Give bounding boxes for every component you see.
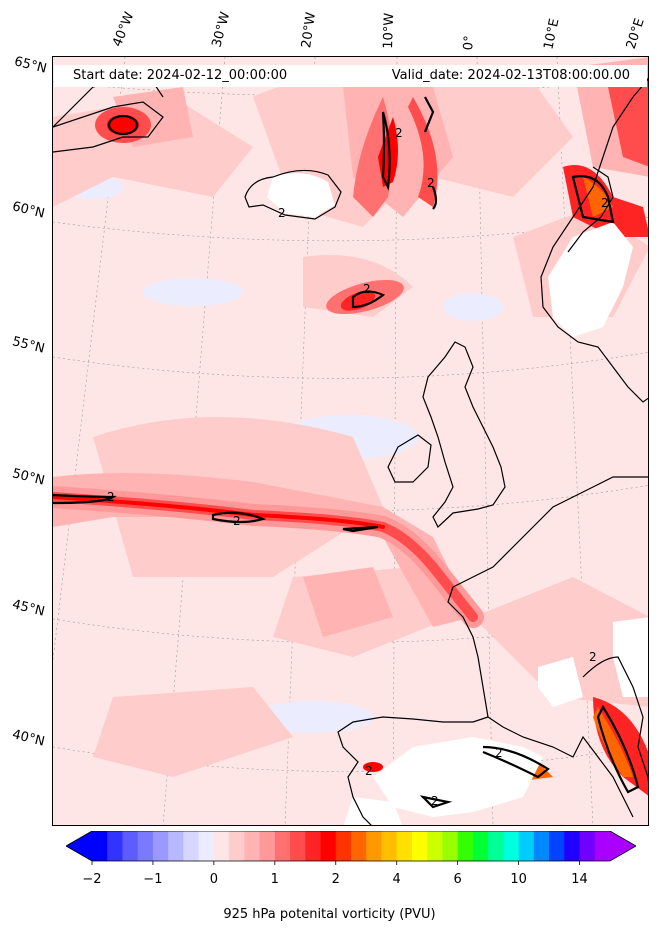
colorbar-swatch (351, 831, 367, 861)
map-panel: 2 2 2 2 2 2 2 2 2 2 2 Start date: 2024-0… (52, 56, 649, 826)
colorbar-swatch (579, 831, 596, 861)
colorbar-swatch (259, 831, 276, 861)
colorbar-tick-label: 1 (270, 872, 279, 887)
colorbar-label: 925 hPa potenital vorticity (PVU) (223, 907, 436, 922)
colorbar-swatch (137, 831, 154, 861)
lon-label-30w: 30°W (209, 10, 234, 49)
lat-label-55n: 55°N (10, 334, 47, 357)
colorbar-swatch (472, 831, 489, 861)
colorbar-swatch (594, 831, 611, 861)
colorbar-extend-min (66, 831, 92, 861)
lat-label-40n: 40°N (10, 727, 47, 750)
vorticity-map: 2 2 2 2 2 2 2 2 2 2 2 (53, 57, 648, 825)
lon-label-0: 0° (461, 34, 478, 51)
colorbar-swatch (381, 831, 398, 861)
contour-label: 2 (495, 746, 503, 760)
lat-label-50n: 50°N (10, 466, 47, 489)
colorbar-swatch (533, 831, 550, 861)
colorbar-swatch (549, 831, 565, 861)
colorbar-swatch (427, 831, 444, 861)
lon-label-10w: 10°W (381, 12, 398, 49)
contour-label: 2 (365, 764, 373, 778)
colorbar-swatch (183, 831, 200, 861)
colorbar-swatch (122, 831, 139, 861)
colorbar-swatch (92, 831, 108, 861)
colorbar-swatch (168, 831, 185, 861)
colorbar-tick-label: 4 (392, 872, 401, 887)
contour-label: 2 (363, 282, 371, 296)
lon-label-20e: 20°E (623, 16, 648, 51)
colorbar-swatch (396, 831, 413, 861)
colorbar-swatch (503, 831, 520, 861)
colorbar-tick-label: 0 (209, 872, 219, 887)
colorbar-tick-label: −2 (82, 872, 102, 887)
contour-label: 2 (431, 794, 439, 808)
colorbar-tick-label: −1 (143, 872, 163, 887)
land-mask (267, 173, 648, 825)
colorbar-swatch (457, 831, 474, 861)
contour-label: 2 (427, 176, 435, 190)
pv-2-contours (53, 96, 640, 809)
lat-label-60n: 60°N (10, 199, 47, 222)
colorbar-swatch (305, 831, 322, 861)
colorbar-swatch (290, 831, 306, 861)
colorbar-extend-max (610, 831, 636, 861)
colorbar-swatch (518, 831, 535, 861)
contour-label: 2 (233, 514, 241, 528)
contour-label: 2 (107, 490, 115, 504)
start-date-label: Start date: 2024-02-12_00:00:00 (73, 68, 288, 83)
colorbar-tick-label: 10 (510, 872, 527, 887)
lat-label-65n: 65°N (12, 54, 49, 77)
colorbar-swatch (152, 831, 169, 861)
colorbar-swatch (442, 831, 459, 861)
colorbar-swatch (244, 831, 261, 861)
colorbar-swatch (564, 831, 581, 861)
contour-label: 2 (601, 196, 609, 210)
colorbar-swatch (366, 831, 383, 861)
colorbar-swatch (274, 831, 291, 861)
contour-label: 2 (589, 650, 597, 664)
date-header-band (54, 65, 647, 87)
lon-label-40w: 40°W (110, 10, 138, 49)
coastlines (53, 76, 648, 825)
colorbar-swatch (198, 831, 215, 861)
lon-label-10e: 10°E (541, 17, 563, 52)
contour-label: 2 (395, 126, 403, 140)
colorbar-swatch (335, 831, 352, 861)
valid-date-label: Valid_date: 2024-02-13T08:00:00.00 (391, 68, 630, 83)
colorbar-tick-label: 14 (571, 872, 588, 887)
colorbar-swatch (107, 831, 124, 861)
colorbar-tick-label: 2 (331, 872, 340, 887)
contour-labels: 2 2 2 2 2 2 2 2 2 2 2 (107, 126, 609, 808)
colorbar-swatch (488, 831, 504, 861)
colorbar-swatch (320, 831, 337, 861)
colorbar-swatch (213, 831, 230, 861)
colorbar-tick-label: 6 (453, 872, 462, 887)
colorbar-swatch (411, 831, 428, 861)
contour-label: 2 (278, 206, 286, 220)
colorbar (66, 831, 636, 865)
colorbar-swatch (229, 831, 245, 861)
lon-label-20w: 20°W (299, 11, 319, 49)
lat-label-45n: 45°N (10, 597, 47, 620)
